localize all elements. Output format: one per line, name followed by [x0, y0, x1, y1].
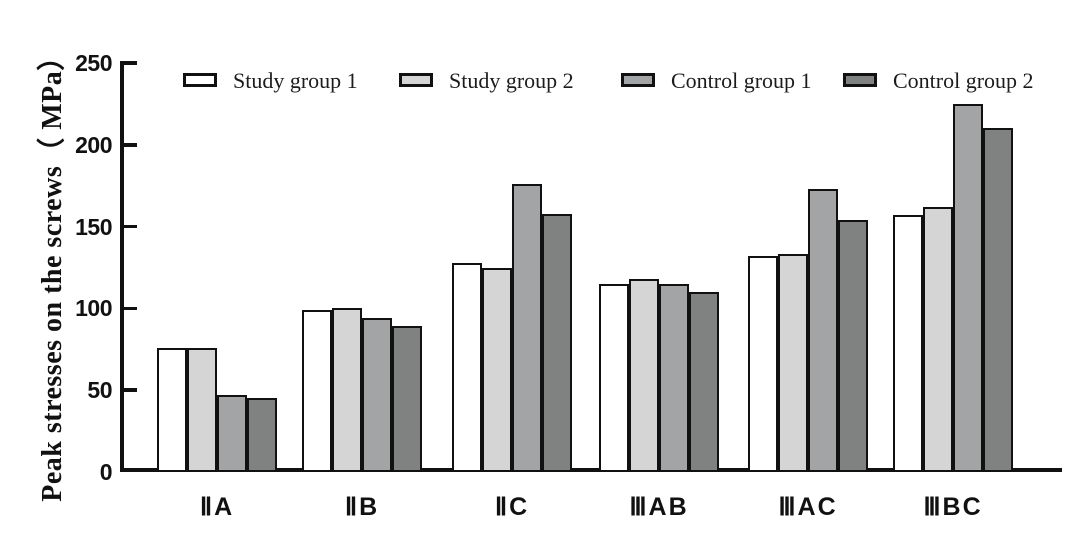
y-tick-label: 150	[75, 213, 112, 240]
bar-ⅡA-study-group-2	[187, 347, 217, 472]
bar-ⅢBC-study-group-2	[923, 206, 953, 472]
bar-ⅢAC-control-group-1	[808, 188, 838, 472]
bar-ⅡB-control-group-2	[392, 326, 422, 472]
legend-label: Study group 2	[449, 68, 574, 93]
legend-swatch-icon	[621, 73, 655, 87]
x-category-label-5: ⅢAC	[778, 493, 838, 521]
y-tick-label: 250	[75, 50, 112, 76]
x-category-label-2: ⅡB	[344, 493, 380, 521]
x-category-label-3: ⅡC	[494, 493, 530, 521]
bar-ⅢAB-control-group-1	[659, 283, 689, 472]
bar-ⅢAC-study-group-1	[748, 256, 778, 472]
bar-ⅡB-study-group-1	[302, 310, 332, 472]
bar-ⅢAC-control-group-2	[838, 220, 868, 472]
x-category-label-4: ⅢAB	[629, 493, 689, 521]
bar-ⅢBC-control-group-2	[983, 128, 1013, 472]
bar-ⅢBC-study-group-1	[893, 215, 923, 472]
legend-label: Control group 2	[893, 68, 1034, 93]
x-category-label-1: ⅡA	[199, 493, 235, 521]
x-axis-line	[120, 468, 1062, 472]
y-tick-mark	[124, 306, 137, 311]
bar-ⅡC-control-group-1	[512, 184, 542, 472]
bar-ⅡC-study-group-2	[482, 267, 512, 472]
bar-ⅢAB-control-group-2	[689, 292, 719, 472]
x-category-label-6: ⅢBC	[923, 493, 983, 521]
y-axis-title: Peak stresses on the screws（ MPa）	[37, 42, 68, 502]
legend-label: Control group 1	[671, 68, 812, 93]
bar-ⅡB-study-group-2	[332, 308, 362, 472]
bar-ⅢAB-study-group-2	[629, 278, 659, 472]
legend-swatch-icon	[843, 73, 877, 87]
y-tick-label: 50	[87, 377, 112, 404]
bar-ⅢBC-control-group-1	[953, 103, 983, 472]
y-tick-mark	[124, 61, 137, 65]
legend-label: Study group 1	[233, 68, 358, 93]
bar-ⅡA-study-group-1	[157, 347, 187, 472]
bar-ⅡA-control-group-2	[247, 398, 277, 472]
y-tick-mark	[124, 388, 137, 392]
y-tick-label: 0	[99, 459, 113, 485]
y-tick-label: 200	[75, 131, 112, 158]
y-axis-line	[120, 61, 124, 472]
y-tick-mark	[124, 224, 137, 229]
legend-swatch-icon	[399, 73, 433, 87]
bar-ⅡA-control-group-1	[217, 395, 247, 472]
bar-ⅡC-study-group-1	[452, 262, 482, 472]
legend-swatch-icon	[183, 73, 217, 87]
y-tick-mark	[124, 143, 137, 147]
y-tick-label: 100	[75, 295, 112, 322]
bar-ⅡC-control-group-2	[542, 213, 572, 472]
bar-ⅢAC-study-group-2	[778, 254, 808, 472]
bar-ⅡB-control-group-1	[362, 318, 392, 472]
bar-ⅢAB-study-group-1	[599, 283, 629, 472]
